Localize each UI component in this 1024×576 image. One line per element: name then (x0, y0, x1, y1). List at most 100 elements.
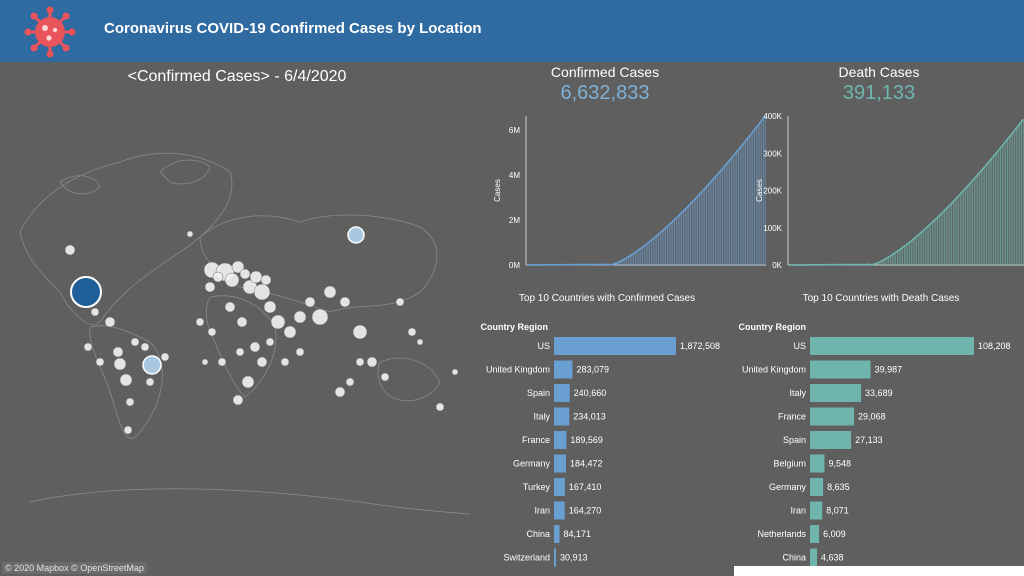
bar[interactable] (810, 431, 852, 449)
case-bubble[interactable] (380, 372, 390, 382)
trend-charts[interactable]: 0M 2M 4M 6M Cases 0K 100K 200K 300K 400K Cases (476, 108, 1024, 280)
bar-category-label: Italy (789, 388, 806, 398)
case-bubbles[interactable] (64, 230, 459, 435)
case-bubble[interactable] (241, 375, 255, 389)
case-bubble[interactable] (123, 425, 133, 435)
case-bubble[interactable] (283, 325, 297, 339)
case-bubble[interactable] (204, 281, 216, 293)
case-bubble[interactable] (265, 337, 275, 347)
bar[interactable] (810, 478, 824, 496)
world-map[interactable]: <Confirmed Cases> - 6/4/2020 © 2020 Mapb… (0, 62, 474, 576)
kpi-deaths-label: Death Cases (838, 64, 920, 80)
case-bubble[interactable] (224, 301, 236, 313)
case-bubble[interactable] (352, 324, 368, 340)
case-bubble[interactable] (435, 402, 445, 412)
case-bubble[interactable] (231, 260, 245, 274)
case-bubble[interactable] (339, 296, 351, 308)
case-bubble[interactable] (90, 307, 100, 317)
death-trend-chart[interactable]: 0K 100K 200K 300K 400K Cases (755, 112, 1024, 270)
map-canvas[interactable] (0, 62, 474, 576)
bar-value-label: 240,660 (574, 388, 607, 398)
bar[interactable] (810, 501, 823, 520)
bar[interactable] (554, 478, 565, 496)
bar[interactable] (810, 548, 818, 567)
case-bubble[interactable] (224, 272, 240, 288)
map-attribution[interactable]: © 2020 Mapbox © OpenStreetMap (2, 562, 147, 574)
case-bubble[interactable] (212, 271, 224, 283)
case-bubble[interactable] (83, 342, 93, 352)
confirmed-bar-title: Top 10 Countries with Confirmed Cases (518, 293, 696, 304)
case-bubble[interactable] (395, 297, 405, 307)
trend-line[interactable] (527, 115, 766, 266)
case-bubble[interactable] (95, 357, 105, 367)
case-bubble[interactable] (263, 300, 277, 314)
top10-bar-charts[interactable]: Country Region US 1,872,508 United Kingdom 2… (476, 316, 1024, 572)
confirmed-trend-chart[interactable]: 0M 2M 4M 6M Cases (493, 115, 766, 270)
case-bubble[interactable] (207, 327, 217, 337)
bar-value-label: 189,569 (570, 435, 603, 445)
case-bubble[interactable] (64, 244, 76, 256)
bar[interactable] (554, 407, 570, 426)
case-bubble[interactable] (345, 377, 355, 387)
case-bubble[interactable] (140, 342, 150, 352)
virus-icon (24, 6, 76, 58)
bubble-russia[interactable] (347, 226, 365, 244)
bar-value-label: 184,472 (570, 459, 603, 469)
case-bubble[interactable] (249, 270, 263, 284)
case-bubble[interactable] (112, 346, 124, 358)
case-bubble[interactable] (125, 397, 135, 407)
bar[interactable] (554, 454, 567, 473)
case-bubble[interactable] (160, 352, 170, 362)
case-bubble[interactable] (416, 338, 424, 346)
bar[interactable] (810, 454, 825, 473)
case-bubble[interactable] (366, 356, 378, 368)
case-bubble[interactable] (249, 341, 261, 353)
case-bubble[interactable] (253, 283, 271, 301)
case-bubble[interactable] (293, 310, 307, 324)
case-bubble[interactable] (186, 230, 194, 238)
case-bubble[interactable] (295, 347, 305, 357)
confirmed-bar-chart[interactable]: Country Region US 1,872,508 United Kingdom 2… (481, 322, 721, 567)
bar[interactable] (554, 548, 557, 567)
bar[interactable] (554, 337, 676, 355)
bar[interactable] (810, 525, 820, 543)
case-bubble[interactable] (235, 347, 245, 357)
case-bubble[interactable] (280, 357, 290, 367)
bar[interactable] (810, 337, 974, 355)
bar[interactable] (554, 360, 573, 379)
case-bubble[interactable] (451, 368, 459, 376)
case-bubble[interactable] (195, 317, 205, 327)
case-bubble[interactable] (334, 386, 346, 398)
case-bubble[interactable] (236, 316, 248, 328)
bar[interactable] (810, 360, 871, 379)
case-bubble[interactable] (304, 296, 316, 308)
bubble-us[interactable] (70, 276, 102, 308)
case-bubble[interactable] (270, 314, 286, 330)
bar-category-label: Germany (769, 482, 807, 492)
case-bubble[interactable] (256, 356, 268, 368)
case-bubble[interactable] (311, 308, 329, 326)
bar[interactable] (810, 407, 855, 426)
case-bubble[interactable] (145, 377, 155, 387)
bar[interactable] (554, 525, 560, 543)
y-tick-label: 2M (509, 216, 520, 225)
case-bubble[interactable] (355, 357, 365, 367)
case-bubble[interactable] (104, 316, 116, 328)
case-bubble[interactable] (260, 274, 272, 286)
case-bubble[interactable] (323, 285, 337, 299)
case-bubble[interactable] (119, 373, 133, 387)
bar[interactable] (810, 384, 862, 402)
bar[interactable] (554, 431, 567, 449)
bar[interactable] (554, 501, 565, 520)
case-bubble[interactable] (113, 357, 127, 371)
case-bubble[interactable] (407, 327, 417, 337)
case-bubble[interactable] (239, 268, 251, 280)
bubble-brazil[interactable] (142, 355, 162, 375)
case-bubble[interactable] (232, 394, 244, 406)
case-bubble[interactable] (217, 357, 227, 367)
case-bubble[interactable] (201, 358, 209, 366)
bar[interactable] (554, 384, 570, 402)
trend-line[interactable] (789, 118, 1024, 266)
case-bubble[interactable] (130, 337, 140, 347)
death-bar-chart[interactable]: Country Region US 108,208 United Kingdom 39,… (739, 322, 1011, 567)
